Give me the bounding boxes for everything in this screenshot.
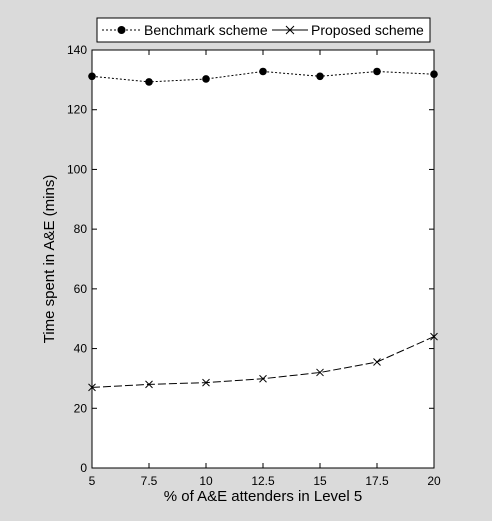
y-tick-label: 60 xyxy=(74,282,88,296)
y-tick-label: 40 xyxy=(74,342,88,356)
y-tick-label: 80 xyxy=(74,222,88,236)
data-point-1 xyxy=(259,374,267,383)
x-axis-title: % of A&E attenders in Level 5 xyxy=(164,488,362,505)
x-axis-ticks: 5 7.5 10 12.5 15 17.5 20 xyxy=(89,50,441,488)
data-point-0 xyxy=(202,75,210,83)
data-point-0 xyxy=(316,72,324,81)
data-point-0 xyxy=(145,78,153,86)
legend-proposed-label: Proposed scheme xyxy=(311,22,424,38)
series-layer xyxy=(88,67,438,392)
legend-box xyxy=(96,17,431,43)
legend-proposed-marker xyxy=(285,25,295,35)
data-point-0 xyxy=(259,67,267,76)
data-point-1 xyxy=(316,368,324,377)
legend-benchmark-label: Benchmark scheme xyxy=(144,22,268,38)
y-axis-ticks: 0 20 40 60 80 100 120 140 xyxy=(67,43,434,475)
data-point-0 xyxy=(88,72,96,81)
y-tick-label: 120 xyxy=(67,103,87,117)
data-point-1 xyxy=(202,378,210,387)
x-tick-label: 20 xyxy=(427,474,441,488)
data-point-0 xyxy=(373,67,381,76)
y-tick-label: 100 xyxy=(67,162,87,176)
legend: Benchmark scheme Proposed scheme xyxy=(96,17,431,43)
data-point-1 xyxy=(88,383,96,392)
data-point-1 xyxy=(430,332,438,341)
y-axis-title: Time spent in A&E (mins) xyxy=(41,175,58,344)
y-tick-label: 140 xyxy=(67,43,87,57)
x-tick-label: 15 xyxy=(313,474,327,488)
y-tick-label: 20 xyxy=(74,401,88,415)
data-point-0 xyxy=(430,70,438,78)
data-point-1 xyxy=(373,358,381,366)
legend-benchmark-marker xyxy=(117,26,126,34)
x-tick-label: 12.5 xyxy=(251,474,275,488)
x-tick-label: 7.5 xyxy=(141,474,158,488)
x-tick-label: 10 xyxy=(199,474,213,488)
data-point-1 xyxy=(145,380,153,389)
x-tick-label: 17.5 xyxy=(365,474,389,488)
x-tick-label: 5 xyxy=(89,474,96,488)
y-tick-label: 0 xyxy=(80,461,87,475)
plot-area xyxy=(91,49,435,469)
